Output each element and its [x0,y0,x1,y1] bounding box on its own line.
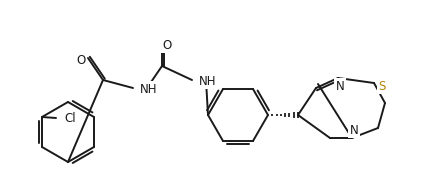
Text: N: N [336,79,344,92]
Text: O: O [76,53,86,66]
Text: O: O [162,39,172,52]
Text: N: N [350,124,358,137]
Text: NH: NH [199,74,217,87]
Text: S: S [378,79,386,92]
Text: NH: NH [140,83,157,96]
Text: Cl: Cl [64,112,75,125]
